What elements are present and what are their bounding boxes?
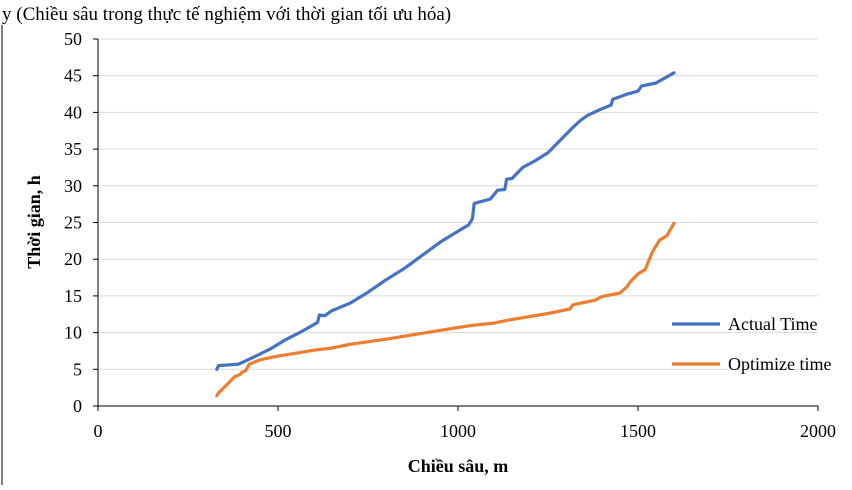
x-tick-label: 1000 xyxy=(440,421,476,441)
y-axis-title: Thời gian, h xyxy=(24,175,44,269)
y-tick-label: 20 xyxy=(64,249,82,269)
y-tick-label: 40 xyxy=(64,102,82,122)
x-tick-label: 1500 xyxy=(620,421,656,441)
caption-text: y (Chiều sâu trong thực tế nghiệm với th… xyxy=(2,4,451,25)
y-tick-label: 25 xyxy=(64,213,82,233)
x-axis-title: Chiều sâu, m xyxy=(408,456,509,476)
y-tick-label: 35 xyxy=(64,139,82,159)
y-tick-label: 10 xyxy=(64,323,82,343)
y-tick-label: 5 xyxy=(73,359,82,379)
y-tick-label: 15 xyxy=(64,286,82,306)
legend-label: Optimize time xyxy=(728,354,831,374)
x-tick-label: 500 xyxy=(265,421,292,441)
grid-lines xyxy=(98,38,818,370)
y-tick-label: 45 xyxy=(64,66,82,86)
series-lines xyxy=(215,71,676,398)
x-tick-label: 0 xyxy=(94,421,103,441)
series-line-actual-time xyxy=(215,71,676,371)
y-tick-label: 30 xyxy=(64,176,82,196)
legend-label: Actual Time xyxy=(728,314,818,334)
x-tick-label: 2000 xyxy=(800,421,836,441)
legend: Actual Time Optimize time xyxy=(672,314,831,374)
y-tick-label: 50 xyxy=(64,29,82,49)
y-tick-label: 0 xyxy=(73,396,82,416)
series-line-optimize-time xyxy=(215,221,676,398)
